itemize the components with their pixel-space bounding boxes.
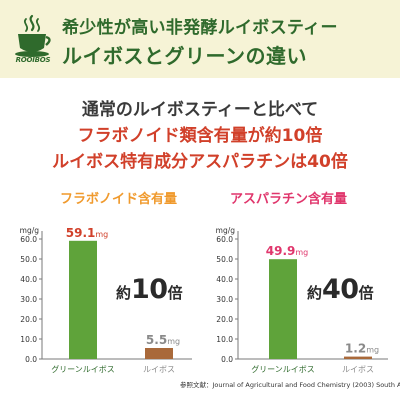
y-tick-label: 40.0 [216, 275, 233, 284]
y-tick-label: 10.0 [20, 335, 37, 344]
bar-value-unit: mg [366, 346, 379, 355]
rooibos-logo-icon [15, 14, 51, 57]
lead-line-3: ルイボス特有成分アスパラチンは40倍 [52, 152, 348, 172]
y-tick-label: 50.0 [216, 255, 233, 264]
bar-value-unit: mg [295, 248, 308, 257]
bar-value-number: 1.2 [345, 342, 366, 356]
y-unit-label: mg/g [20, 226, 40, 235]
header-subtitle: 希少性が高い非発酵ルイボスティー [62, 18, 338, 38]
bar-green-rooibos [269, 259, 297, 359]
ratio-label-flavonoid: 約10倍 [116, 274, 183, 305]
ratio-suffix: 倍 [167, 284, 183, 302]
y-tick-label: 60.0 [20, 235, 37, 244]
ratio-number: 40 [322, 274, 359, 305]
bar-value-label: 49.9mg [266, 244, 308, 258]
reference-footnote: 参照文献：Journal of Agricultural and Food Ch… [180, 381, 400, 389]
bar-value-label: 59.1mg [66, 226, 108, 240]
y-tick-label: 30.0 [20, 295, 37, 304]
x-category-label: グリーンルイボス [51, 364, 115, 374]
header-banner: ROOIBOS 希少性が高い非発酵ルイボスティー ルイボスとグリーンの違い [0, 0, 400, 78]
y-tick-label: 40.0 [20, 275, 37, 284]
ratio-prefix: 約 [116, 284, 132, 302]
bar-value-number: 59.1 [66, 226, 96, 240]
y-tick-label: 50.0 [20, 255, 37, 264]
y-tick-label: 20.0 [216, 315, 233, 324]
bar-green-rooibos [69, 240, 97, 359]
bar-value-label: 1.2mg [345, 342, 379, 356]
x-category-label: ルイボス [342, 365, 374, 374]
y-tick-label: 20.0 [20, 315, 37, 324]
x-category-label: ルイボス [143, 365, 175, 374]
bar-value-unit: mg [167, 337, 180, 346]
logo-wordmark: ROOIBOS [15, 56, 51, 64]
bar-value-number: 49.9 [266, 244, 296, 258]
bar-value-number: 5.5 [146, 333, 167, 347]
y-unit-label: mg/g [216, 226, 236, 235]
lead-line-1: 通常のルイボスティーと比べて [81, 100, 319, 120]
y-tick-label: 30.0 [216, 295, 233, 304]
chart-title-aspalathin: アスパラチン含有量 [230, 192, 348, 207]
bar-value-unit: mg [95, 230, 108, 239]
y-tick-label: 60.0 [216, 235, 233, 244]
header-title: ルイボスとグリーンの違い [62, 44, 307, 68]
ratio-suffix: 倍 [358, 284, 374, 302]
ratio-number: 10 [131, 274, 168, 305]
y-tick-label: 10.0 [216, 335, 233, 344]
y-tick-label: 0.0 [221, 355, 233, 364]
y-tick-label: 0.0 [25, 355, 37, 364]
bar-rooibos [344, 356, 372, 359]
ratio-label-aspalathin: 約40倍 [307, 274, 374, 305]
x-category-label: グリーンルイボス [251, 364, 315, 374]
lead-line-2: フラボノイド類含有量が約10倍 [77, 126, 323, 146]
bar-value-label: 5.5mg [146, 333, 180, 347]
chart-title-flavonoid: フラボノイド含有量 [60, 192, 178, 207]
ratio-prefix: 約 [307, 284, 323, 302]
bar-rooibos [145, 348, 173, 359]
